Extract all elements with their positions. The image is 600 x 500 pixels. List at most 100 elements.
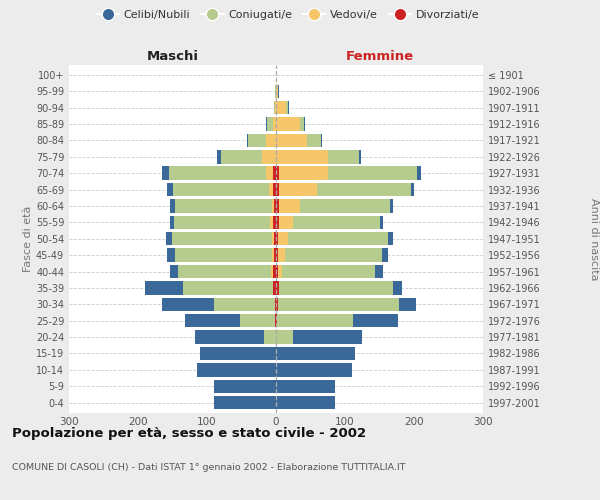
Bar — [174, 216, 271, 229]
Bar — [382, 248, 388, 262]
Bar — [276, 347, 355, 360]
Bar — [271, 265, 272, 278]
Bar — [276, 134, 307, 147]
Bar — [288, 101, 289, 114]
Bar — [194, 330, 263, 344]
Bar — [269, 183, 272, 196]
Bar — [167, 183, 173, 196]
Bar — [276, 101, 286, 114]
Bar — [286, 101, 288, 114]
Bar — [266, 134, 276, 147]
Bar — [263, 330, 276, 344]
Bar — [276, 330, 293, 344]
Bar — [262, 150, 276, 164]
Bar — [274, 101, 275, 114]
Bar — [276, 166, 280, 180]
Bar — [280, 183, 317, 196]
Bar — [276, 396, 335, 409]
Bar — [276, 232, 278, 245]
Bar — [240, 314, 275, 328]
Bar — [272, 118, 276, 130]
Text: Maschi: Maschi — [146, 50, 199, 62]
Bar — [214, 298, 275, 311]
Bar — [274, 199, 276, 212]
Bar — [276, 199, 280, 212]
Bar — [280, 199, 300, 212]
Bar — [272, 166, 276, 180]
Bar — [267, 118, 272, 130]
Bar — [410, 183, 414, 196]
Bar — [272, 183, 276, 196]
Bar — [321, 134, 322, 147]
Bar — [272, 265, 276, 278]
Bar — [293, 216, 380, 229]
Bar — [185, 314, 240, 328]
Bar — [247, 134, 248, 147]
Bar — [200, 347, 276, 360]
Bar — [276, 363, 352, 376]
Bar — [276, 84, 278, 98]
Bar — [278, 265, 281, 278]
Bar — [183, 281, 272, 294]
Bar — [214, 380, 276, 393]
Bar — [285, 248, 382, 262]
Bar — [167, 248, 175, 262]
Text: COMUNE DI CASOLI (CH) - Dati ISTAT 1° gennaio 2002 - Elaborazione TUTTITALIA.IT: COMUNE DI CASOLI (CH) - Dati ISTAT 1° ge… — [12, 462, 406, 471]
Bar — [217, 150, 221, 164]
Bar — [272, 248, 274, 262]
Bar — [271, 216, 272, 229]
Bar — [274, 232, 276, 245]
Bar — [170, 265, 178, 278]
Bar — [359, 150, 361, 164]
Bar — [388, 232, 392, 245]
Bar — [280, 281, 394, 294]
Bar — [145, 281, 183, 294]
Bar — [276, 118, 300, 130]
Bar — [280, 166, 328, 180]
Bar — [374, 265, 383, 278]
Text: Popolazione per età, sesso e stato civile - 2002: Popolazione per età, sesso e stato civil… — [12, 428, 366, 440]
Bar — [275, 314, 276, 328]
Bar — [275, 84, 276, 98]
Bar — [197, 363, 276, 376]
Bar — [289, 232, 388, 245]
Bar — [293, 330, 362, 344]
Bar — [281, 265, 374, 278]
Bar — [328, 150, 359, 164]
Bar — [214, 396, 276, 409]
Bar — [272, 232, 274, 245]
Y-axis label: Fasce di età: Fasce di età — [23, 206, 33, 272]
Bar — [272, 199, 274, 212]
Bar — [278, 248, 285, 262]
Bar — [276, 281, 280, 294]
Bar — [266, 118, 267, 130]
Bar — [278, 298, 399, 311]
Bar — [175, 248, 272, 262]
Legend: Celibi/Nubili, Coniugati/e, Vedovi/e, Divorziati/e: Celibi/Nubili, Coniugati/e, Vedovi/e, Di… — [92, 6, 484, 25]
Bar — [272, 281, 276, 294]
Bar — [307, 134, 321, 147]
Bar — [275, 298, 276, 311]
Bar — [170, 216, 174, 229]
Bar — [353, 314, 398, 328]
Bar — [394, 281, 401, 294]
Bar — [162, 298, 214, 311]
Bar — [274, 248, 276, 262]
Bar — [221, 150, 262, 164]
Bar — [278, 84, 279, 98]
Bar — [278, 232, 289, 245]
Bar — [173, 183, 269, 196]
Bar — [399, 298, 416, 311]
Bar — [162, 166, 169, 180]
Bar — [304, 118, 305, 130]
Bar — [275, 101, 276, 114]
Y-axis label: Anni di nascita: Anni di nascita — [589, 198, 599, 280]
Bar — [276, 216, 280, 229]
Bar — [280, 216, 293, 229]
Bar — [276, 298, 278, 311]
Bar — [277, 314, 353, 328]
Bar — [166, 232, 172, 245]
Bar — [175, 199, 272, 212]
Bar — [248, 134, 266, 147]
Bar — [169, 166, 266, 180]
